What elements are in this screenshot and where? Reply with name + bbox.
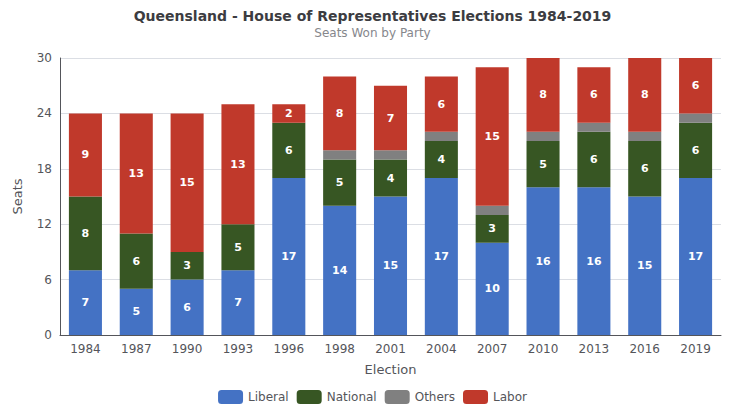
svg-text:2: 2 xyxy=(285,107,293,120)
svg-text:5: 5 xyxy=(234,241,242,254)
svg-text:1984: 1984 xyxy=(70,342,101,356)
svg-text:30: 30 xyxy=(37,51,52,65)
svg-text:18: 18 xyxy=(37,162,52,176)
svg-text:4: 4 xyxy=(438,153,446,166)
svg-text:14: 14 xyxy=(332,264,348,277)
svg-text:17: 17 xyxy=(281,250,296,263)
svg-text:16: 16 xyxy=(535,255,551,268)
svg-text:2019: 2019 xyxy=(680,342,711,356)
svg-text:5: 5 xyxy=(539,158,547,171)
svg-text:3: 3 xyxy=(183,259,191,272)
svg-text:6: 6 xyxy=(692,144,700,157)
svg-text:5: 5 xyxy=(132,305,140,318)
svg-text:7: 7 xyxy=(234,296,242,309)
svg-text:6: 6 xyxy=(641,162,649,175)
svg-text:Queensland - House of Represen: Queensland - House of Representatives El… xyxy=(134,8,612,24)
svg-text:12: 12 xyxy=(37,217,52,231)
svg-text:13: 13 xyxy=(129,167,144,180)
svg-text:6: 6 xyxy=(183,301,191,314)
svg-text:2013: 2013 xyxy=(579,342,610,356)
svg-text:1993: 1993 xyxy=(223,342,254,356)
svg-text:Election: Election xyxy=(365,362,417,377)
svg-text:2007: 2007 xyxy=(477,342,508,356)
svg-text:1996: 1996 xyxy=(274,342,305,356)
svg-text:2004: 2004 xyxy=(426,342,457,356)
svg-text:13: 13 xyxy=(230,158,245,171)
svg-text:15: 15 xyxy=(637,259,652,272)
svg-text:3: 3 xyxy=(488,222,496,235)
svg-text:National: National xyxy=(327,390,377,404)
svg-text:2001: 2001 xyxy=(375,342,406,356)
svg-text:Others: Others xyxy=(415,390,455,404)
svg-text:10: 10 xyxy=(485,282,501,295)
svg-text:0: 0 xyxy=(44,328,52,342)
svg-text:8: 8 xyxy=(82,227,90,240)
svg-text:5: 5 xyxy=(336,176,344,189)
svg-text:7: 7 xyxy=(387,112,395,125)
svg-text:2010: 2010 xyxy=(528,342,559,356)
svg-text:8: 8 xyxy=(336,107,344,120)
svg-text:6: 6 xyxy=(692,79,700,92)
svg-text:24: 24 xyxy=(37,106,52,120)
svg-text:Liberal: Liberal xyxy=(248,390,289,404)
svg-text:15: 15 xyxy=(383,259,398,272)
svg-text:2016: 2016 xyxy=(629,342,660,356)
svg-text:6: 6 xyxy=(590,153,598,166)
svg-text:Seats: Seats xyxy=(10,178,25,214)
svg-text:6: 6 xyxy=(44,273,52,287)
svg-text:Labor: Labor xyxy=(493,390,527,404)
svg-text:15: 15 xyxy=(485,130,500,143)
svg-text:4: 4 xyxy=(387,172,395,185)
svg-text:6: 6 xyxy=(285,144,293,157)
svg-text:9: 9 xyxy=(82,148,90,161)
svg-text:17: 17 xyxy=(688,250,703,263)
svg-text:1998: 1998 xyxy=(324,342,355,356)
svg-text:17: 17 xyxy=(434,250,449,263)
svg-text:6: 6 xyxy=(132,255,140,268)
svg-text:1987: 1987 xyxy=(121,342,152,356)
svg-text:6: 6 xyxy=(438,98,446,111)
svg-text:1990: 1990 xyxy=(172,342,203,356)
svg-text:Seats Won by Party: Seats Won by Party xyxy=(314,26,430,40)
svg-text:7: 7 xyxy=(82,296,90,309)
svg-text:8: 8 xyxy=(539,88,547,101)
svg-text:15: 15 xyxy=(179,176,194,189)
svg-text:16: 16 xyxy=(586,255,602,268)
svg-text:6: 6 xyxy=(590,88,598,101)
svg-text:8: 8 xyxy=(641,88,649,101)
